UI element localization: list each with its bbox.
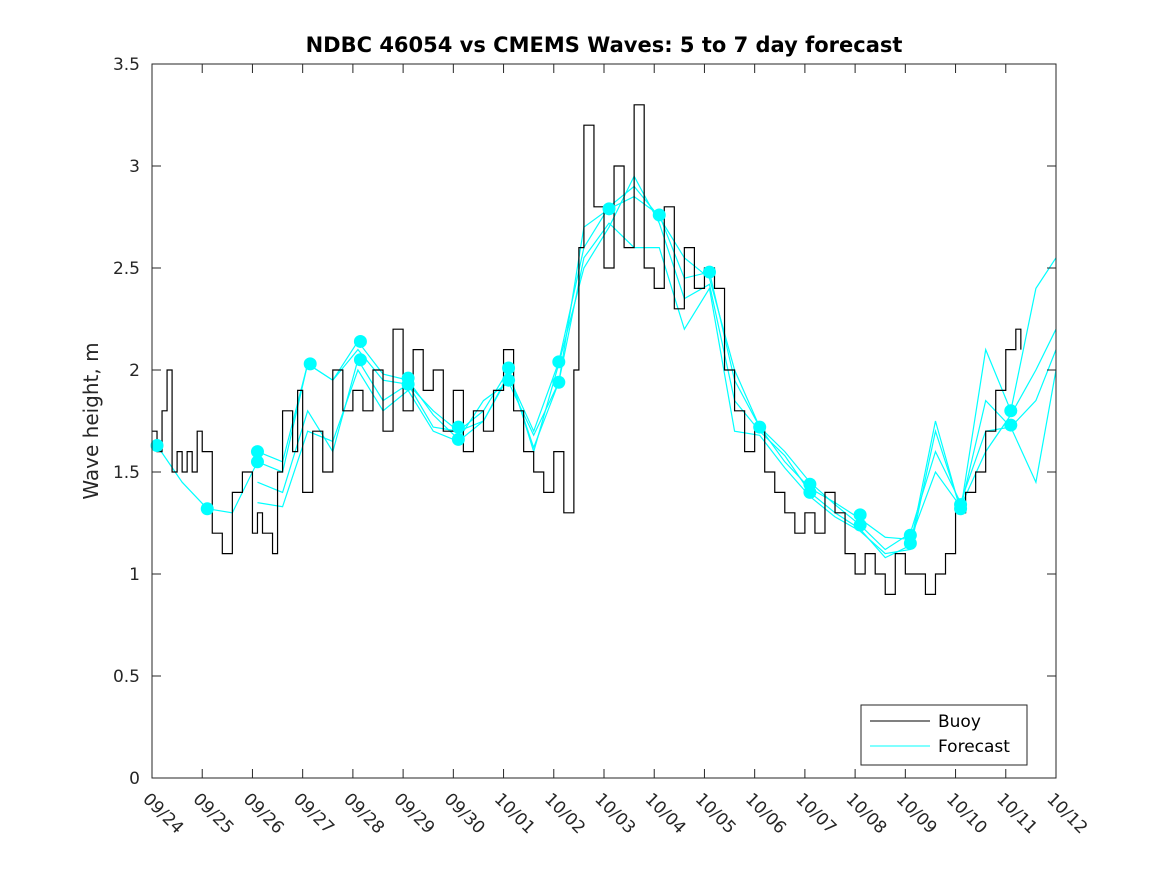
forecast-marker: [250, 455, 264, 469]
y-tick-label: 2.5: [113, 259, 140, 279]
y-tick-label: 0.5: [113, 667, 140, 687]
y-tick-label: 2: [129, 361, 140, 381]
forecast-marker: [1004, 404, 1018, 418]
forecast-marker: [502, 361, 516, 375]
forecast-marker: [702, 265, 716, 279]
series-line-forecast-4: [257, 222, 1057, 555]
forecast-marker: [1004, 418, 1018, 432]
forecast-marker: [552, 355, 566, 369]
forecast-marker: [803, 485, 817, 499]
forecast-marker: [200, 502, 214, 516]
forecast-marker: [451, 432, 465, 446]
forecast-marker: [552, 375, 566, 389]
forecast-marker: [954, 502, 968, 516]
legend-label-buoy: Buoy: [938, 712, 981, 732]
chart-title: NDBC 46054 vs CMEMS Waves: 5 to 7 day fo…: [306, 33, 903, 57]
forecast-marker: [250, 445, 264, 459]
forecast-marker: [401, 377, 415, 391]
forecast-marker: [853, 518, 867, 532]
marker-layer: [150, 202, 1018, 550]
forecast-marker: [303, 357, 317, 371]
legend: Buoy Forecast: [860, 704, 1028, 766]
forecast-marker: [353, 353, 367, 367]
y-tick-label: 0: [129, 769, 140, 789]
legend-box: [860, 704, 1028, 766]
y-tick-label: 1.5: [113, 463, 140, 483]
y-axis-label: Wave height, m: [79, 342, 103, 499]
forecast-marker: [853, 508, 867, 522]
forecast-marker: [451, 420, 465, 434]
y-tick-label: 1: [129, 565, 140, 585]
forecast-marker: [753, 420, 767, 434]
forecast-marker: [353, 334, 367, 348]
series-line-buoy-0: [152, 104, 1022, 595]
series-line-forecast-3: [257, 174, 1057, 559]
forecast-marker: [652, 208, 666, 222]
forecast-marker: [602, 202, 616, 216]
forecast-marker: [150, 438, 164, 452]
plot-area: [152, 64, 1056, 778]
y-tick-label: 3.5: [113, 55, 140, 75]
y-tick-label: 3: [129, 157, 140, 177]
forecast-marker: [502, 373, 516, 387]
forecast-marker: [903, 536, 917, 550]
legend-label-forecast: Forecast: [938, 737, 1010, 757]
